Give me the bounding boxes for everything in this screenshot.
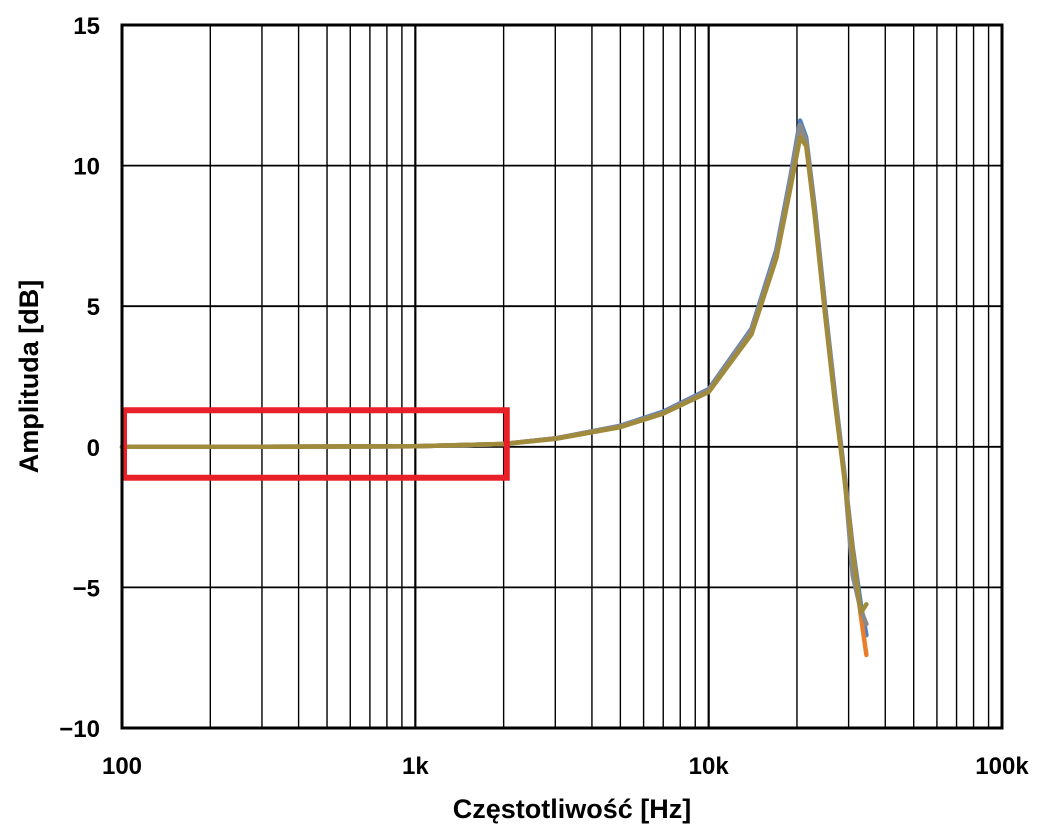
series-line-1 [119,118,869,638]
highlight-rectangle [121,407,510,481]
x-tick-label: 100 [102,753,142,780]
y-tick-label: 0 [87,435,100,462]
x-tick-label: 10k [689,753,730,780]
y-axis-title: Amplituda [dB] [14,280,44,473]
x-axis-title: Częstotliwość [Hz] [453,794,692,824]
plot-frame [120,23,1004,730]
y-tick-label: 10 [73,154,100,181]
series-line-3 [119,122,869,627]
x-tick-labels: 100 1k 10k 100k [102,753,1029,780]
annotations [121,407,510,481]
y-tick-labels: 15 10 5 0 −5 −10 [59,13,100,743]
y-tick-label: 15 [73,13,100,40]
series-line-2 [119,126,869,658]
series-group [119,118,869,658]
grid [122,25,1002,728]
x-tick-label: 100k [975,753,1029,780]
y-tick-label: −5 [73,575,100,602]
y-tick-label: −10 [59,716,100,743]
x-tick-label: 1k [402,753,429,780]
series-line-4 [119,135,869,615]
y-tick-label: 5 [87,294,100,321]
